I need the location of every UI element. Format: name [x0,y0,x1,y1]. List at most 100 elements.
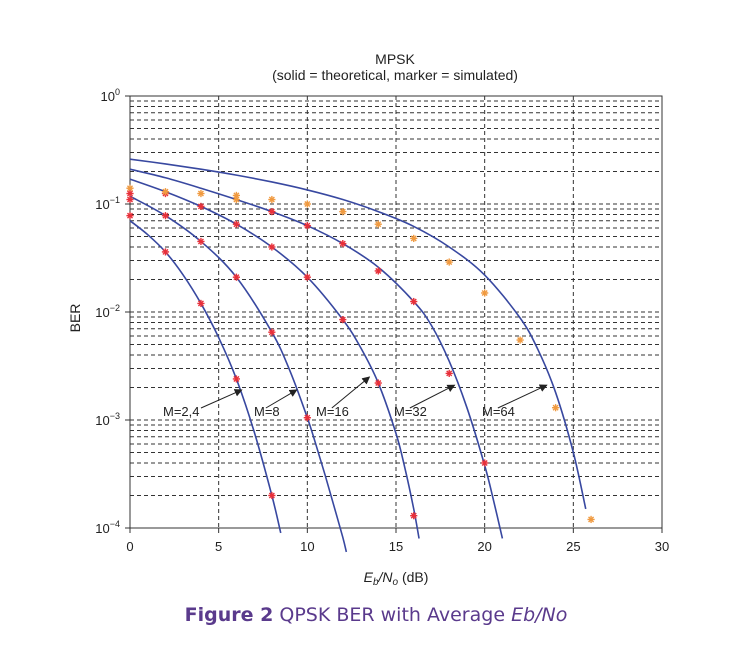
marker-stroke [233,375,240,382]
marker-stroke [410,298,417,305]
marker-stroke [197,300,204,307]
x-tick-label: 5 [215,539,222,554]
x-axis-ticks: 0 5 10 15 20 25 30 [126,528,669,554]
sim-marker [268,243,276,251]
sim-marker [197,202,205,211]
marker-stroke [233,192,240,199]
marker-stroke [410,512,417,519]
sim-marker [161,212,170,220]
marker-stroke [481,289,488,296]
sim-marker [161,248,170,256]
marker-stroke [197,190,204,197]
marker-stroke [268,196,275,203]
marker-stroke [339,208,346,215]
theory-curve [129,158,587,510]
x-label-b: b [373,577,379,588]
marker-stroke [446,370,453,377]
sim-markers [126,184,595,524]
sim-marker [374,220,382,228]
marker-stroke [233,221,240,228]
curve-label: M=32 [394,404,427,419]
marker-stroke [126,212,134,219]
marker-stroke [268,208,275,215]
marker-stroke [304,222,311,229]
y-tick-base: 10 [95,305,109,320]
sim-marker [445,369,453,378]
marker-stroke [375,380,382,387]
marker-stroke [162,212,169,219]
sim-marker [339,208,347,216]
x-tick-label: 0 [126,539,133,554]
sim-marker [126,189,134,198]
marker-stroke [162,248,169,255]
sim-marker [303,200,311,208]
marker-stroke [446,259,453,266]
sim-marker [126,212,134,220]
sim-marker [161,188,170,196]
marker-stroke [410,235,417,242]
y-tick-label: 10−2 [95,303,120,320]
x-tick-label: 20 [477,539,491,554]
annotation-arrow [265,389,298,409]
sim-marker [268,195,276,204]
figure-caption: Figure 2 QPSK BER with Average Eb/No [0,604,752,626]
marker-stroke [268,492,275,499]
y-tick-exponent: −1 [110,195,120,205]
marker-stroke [126,190,134,197]
x-tick-label: 30 [655,539,669,554]
sim-marker [481,289,489,297]
sim-marker [339,239,347,248]
sim-marker [268,491,276,500]
annotation-arrow [497,384,548,409]
x-label-unit: (dB) [398,569,428,585]
sim-marker [268,328,276,336]
x-tick-label: 10 [300,539,314,554]
theory-curve [129,220,282,534]
y-tick-exponent: −3 [110,411,120,421]
y-tick-base: 10 [95,413,109,428]
annotations: M=2,4 M=8 M=16 M=32 M=64 [163,376,548,419]
caption-text: QPSK BER with Average [273,604,512,626]
y-tick-exponent: −4 [110,519,120,529]
sim-marker [481,459,489,467]
marker-stroke [304,414,311,421]
y-tick-label: 100 [101,87,120,104]
sim-marker [445,258,453,266]
sim-marker [303,414,311,422]
y-tick-label: 10−1 [95,195,120,212]
marker-stroke [233,274,240,281]
marker-stroke [162,188,169,195]
sim-marker [410,234,418,243]
curve-label: M=2,4 [163,404,200,419]
sim-marker [303,222,311,230]
y-tick-exponent: 0 [115,87,120,97]
caption-italic: Eb/No [511,604,568,626]
annotation-arrow [409,384,456,409]
sim-marker [552,404,560,412]
theory-curve [129,178,420,539]
sim-marker [268,208,276,216]
marker-stroke [268,243,275,250]
y-tick-label: 10−3 [95,411,120,428]
x-tick-label: 15 [389,539,403,554]
sim-marker [197,299,205,308]
sim-marker [410,297,418,306]
marker-stroke [375,221,382,228]
y-axis-label: BER [67,304,83,333]
marker-stroke [197,238,204,245]
sim-marker [516,336,524,344]
sim-marker [410,512,418,520]
sim-marker [374,267,382,275]
y-tick-label: 10−4 [95,519,120,536]
grid-lines [130,96,662,528]
x-tick-label: 25 [566,539,580,554]
marker-stroke [197,203,204,210]
sim-marker [587,515,595,524]
marker-stroke [588,516,595,523]
marker-stroke [339,316,346,323]
marker-stroke [339,240,346,247]
sim-marker [197,189,205,198]
y-tick-base: 10 [101,89,115,104]
